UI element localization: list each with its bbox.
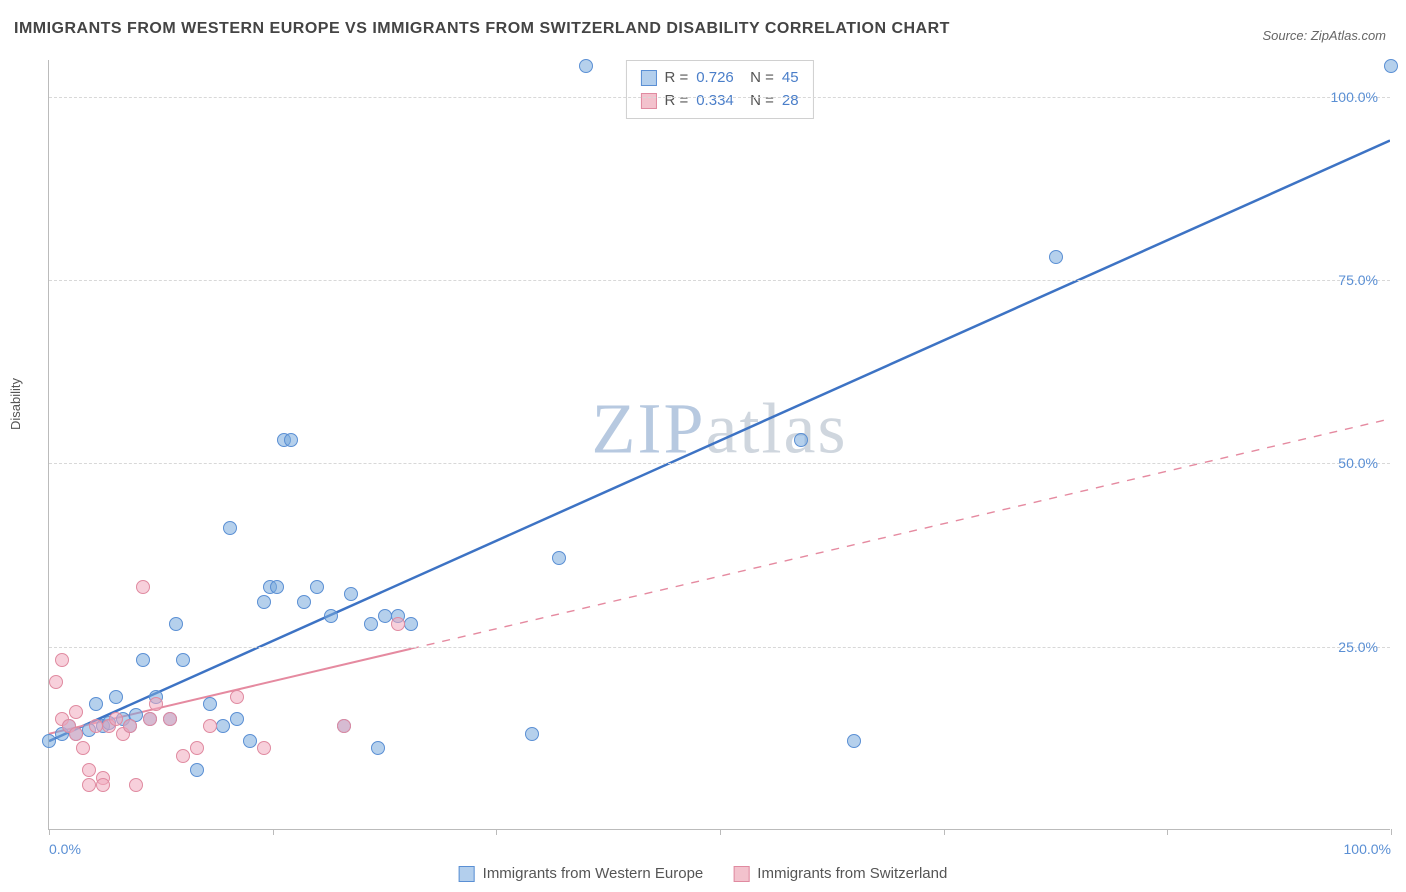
xtick (944, 829, 945, 835)
data-point (123, 719, 137, 733)
data-point (76, 741, 90, 755)
data-point (324, 609, 338, 623)
data-point (42, 734, 56, 748)
data-point (143, 712, 157, 726)
data-point (223, 521, 237, 535)
data-point (297, 595, 311, 609)
legend-item-switzerland: Immigrants from Switzerland (733, 865, 947, 882)
square-icon (733, 866, 749, 882)
legend-row-pink: R =0.334 N =28 (640, 90, 798, 113)
data-point (216, 719, 230, 733)
data-point (109, 690, 123, 704)
correlation-legend: R =0.726 N =45 R =0.334 N =28 (625, 60, 813, 119)
data-point (129, 778, 143, 792)
data-point (257, 741, 271, 755)
data-point (525, 727, 539, 741)
data-point (55, 653, 69, 667)
data-point (552, 551, 566, 565)
data-point (371, 741, 385, 755)
ytick-label: 50.0% (1338, 455, 1378, 471)
data-point (176, 749, 190, 763)
ytick-label: 100.0% (1331, 89, 1378, 105)
xtick (1391, 829, 1392, 835)
series-legend: Immigrants from Western Europe Immigrant… (459, 865, 948, 882)
data-point (243, 734, 257, 748)
data-point (230, 690, 244, 704)
ytick-label: 25.0% (1338, 639, 1378, 655)
data-point (1384, 59, 1398, 73)
data-point (230, 712, 244, 726)
data-point (109, 712, 123, 726)
xtick (273, 829, 274, 835)
data-point (136, 580, 150, 594)
legend-row-blue: R =0.726 N =45 (640, 67, 798, 90)
data-point (190, 741, 204, 755)
data-point (69, 727, 83, 741)
data-point (257, 595, 271, 609)
data-point (1049, 250, 1063, 264)
data-point (169, 617, 183, 631)
legend-item-western-europe: Immigrants from Western Europe (459, 865, 704, 882)
xtick-label: 0.0% (49, 841, 81, 857)
data-point (89, 719, 103, 733)
data-point (82, 778, 96, 792)
data-point (89, 697, 103, 711)
legend-swatch-blue (640, 70, 656, 86)
xtick (496, 829, 497, 835)
data-point (337, 719, 351, 733)
data-point (190, 763, 204, 777)
xtick (49, 829, 50, 835)
data-point (163, 712, 177, 726)
chart-title: IMMIGRANTS FROM WESTERN EUROPE VS IMMIGR… (14, 20, 950, 38)
data-point (794, 433, 808, 447)
data-point (136, 653, 150, 667)
xtick-label: 100.0% (1344, 841, 1391, 857)
data-point (404, 617, 418, 631)
data-point (203, 697, 217, 711)
data-point (310, 580, 324, 594)
gridline (49, 647, 1390, 648)
gridline (49, 463, 1390, 464)
data-point (284, 433, 298, 447)
data-point (847, 734, 861, 748)
data-point (378, 609, 392, 623)
data-point (364, 617, 378, 631)
data-point (49, 675, 63, 689)
data-point (149, 697, 163, 711)
data-point (270, 580, 284, 594)
data-point (96, 778, 110, 792)
data-point (82, 763, 96, 777)
y-axis-label: Disability (8, 378, 23, 430)
data-point (391, 617, 405, 631)
gridline (49, 280, 1390, 281)
watermark: ZIPatlas (592, 388, 848, 471)
gridline (49, 97, 1390, 98)
ytick-label: 75.0% (1338, 272, 1378, 288)
square-icon (459, 866, 475, 882)
data-point (203, 719, 217, 733)
data-point (579, 59, 593, 73)
data-point (176, 653, 190, 667)
data-point (344, 587, 358, 601)
xtick (1167, 829, 1168, 835)
legend-swatch-pink (640, 93, 656, 109)
source-label: Source: ZipAtlas.com (1262, 28, 1386, 43)
trend-lines (49, 60, 1390, 829)
plot-area: ZIPatlas R =0.726 N =45 R =0.334 N =28 2… (48, 60, 1390, 830)
data-point (69, 705, 83, 719)
xtick (720, 829, 721, 835)
